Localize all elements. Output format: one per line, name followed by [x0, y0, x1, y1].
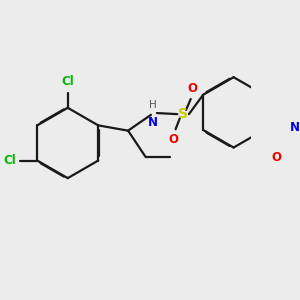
Text: S: S: [178, 107, 188, 121]
Text: Cl: Cl: [61, 76, 74, 88]
Text: Cl: Cl: [3, 154, 16, 167]
Text: O: O: [188, 82, 197, 95]
Text: H: H: [149, 100, 157, 110]
Text: O: O: [271, 151, 281, 164]
Text: N: N: [290, 121, 299, 134]
Text: O: O: [169, 134, 179, 146]
Text: N: N: [148, 116, 158, 128]
